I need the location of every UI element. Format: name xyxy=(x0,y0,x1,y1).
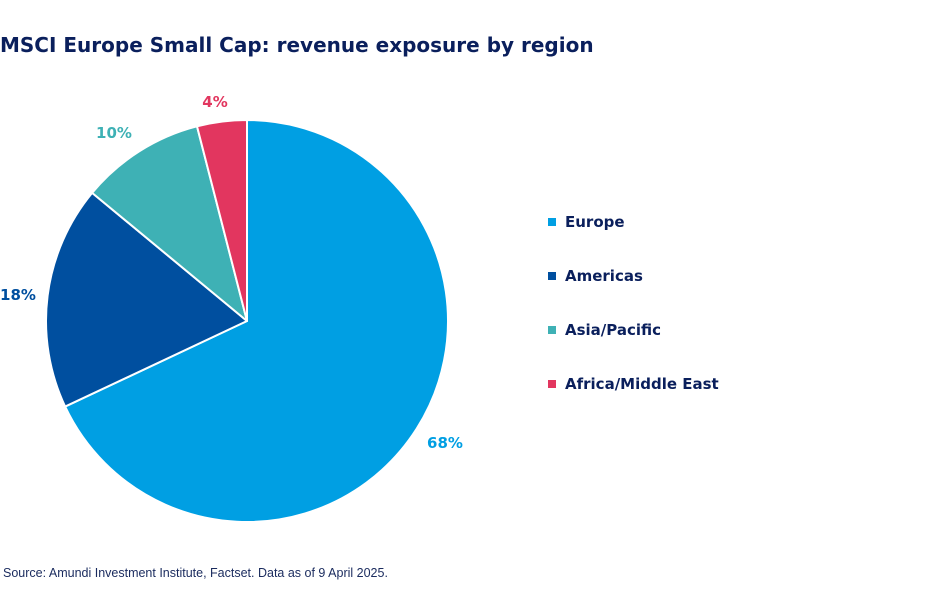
legend-swatch-europe xyxy=(548,218,556,226)
source-note: Source: Amundi Investment Institute, Fac… xyxy=(3,566,388,580)
legend: Europe Americas Asia/Pacific Africa/Midd… xyxy=(548,210,719,426)
pie-slices xyxy=(45,119,449,523)
legend-item-asia-pacific: Asia/Pacific xyxy=(548,318,719,342)
pie-data-labels: 68% 18% 10% 4% xyxy=(0,93,463,452)
legend-label-africa-middle-east: Africa/Middle East xyxy=(565,375,719,393)
legend-swatch-americas xyxy=(548,272,556,280)
chart-title: MSCI Europe Small Cap: revenue exposure … xyxy=(0,33,594,57)
data-label-europe: 68% xyxy=(427,434,463,452)
legend-swatch-asia-pacific xyxy=(548,326,556,334)
legend-item-americas: Americas xyxy=(548,264,719,288)
legend-label-americas: Americas xyxy=(565,267,643,285)
legend-item-europe: Europe xyxy=(548,210,719,234)
pie-slice-africa-middle-east xyxy=(196,119,248,322)
legend-label-europe: Europe xyxy=(565,213,625,231)
legend-label-asia-pacific: Asia/Pacific xyxy=(565,321,662,339)
data-label-americas: 18% xyxy=(0,286,36,304)
data-label-asia-pacific: 10% xyxy=(96,124,132,142)
pie-slice-asia-pacific xyxy=(91,125,248,322)
legend-swatch-africa-middle-east xyxy=(548,380,556,388)
pie-slice-europe xyxy=(64,119,449,523)
legend-item-africa-middle-east: Africa/Middle East xyxy=(548,372,719,396)
data-label-africa-middle-east: 4% xyxy=(202,93,227,111)
pie-slice-americas xyxy=(45,191,248,408)
